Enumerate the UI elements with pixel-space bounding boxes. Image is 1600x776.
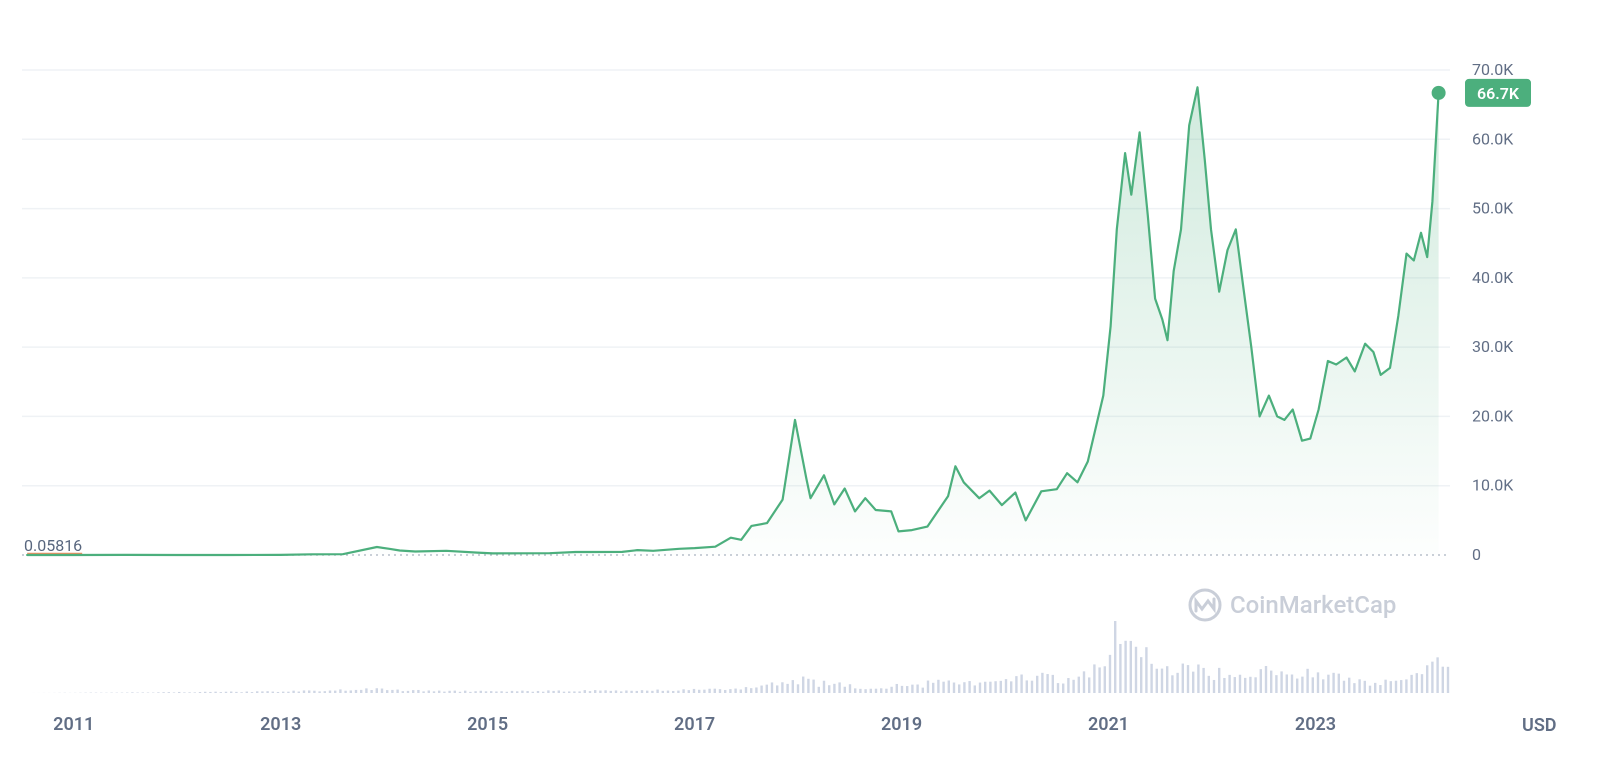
price-chart[interactable]: 0 10.0K 20.0K 30.0K 40.0K 50.0K 60.0K 70.0K 201… xyxy=(0,0,1600,776)
svg-text:0: 0 xyxy=(1472,545,1481,564)
svg-text:2023: 2023 xyxy=(1295,714,1336,735)
svg-text:20.0K: 20.0K xyxy=(1472,406,1514,425)
currency-label: USD xyxy=(1522,715,1557,736)
current-price-badge: 66.7K xyxy=(1465,79,1531,107)
x-axis-labels: 2011 2013 2015 2017 2019 2021 2023 xyxy=(53,714,1336,735)
svg-text:2019: 2019 xyxy=(881,714,922,735)
svg-text:50.0K: 50.0K xyxy=(1472,199,1514,218)
start-value-label: 0.05816 xyxy=(24,536,82,555)
svg-text:30.0K: 30.0K xyxy=(1472,337,1514,356)
svg-text:2015: 2015 xyxy=(467,714,508,735)
svg-text:10.0K: 10.0K xyxy=(1472,476,1514,495)
chart-svg: 0 10.0K 20.0K 30.0K 40.0K 50.0K 60.0K 70.0K 201… xyxy=(0,0,1600,776)
price-area xyxy=(27,87,1438,555)
svg-text:70.0K: 70.0K xyxy=(1472,60,1514,79)
volume-bars xyxy=(27,621,1449,693)
svg-text:40.0K: 40.0K xyxy=(1472,268,1514,287)
watermark: CoinMarketCap xyxy=(1190,590,1396,620)
svg-text:66.7K: 66.7K xyxy=(1477,84,1520,103)
svg-text:60.0K: 60.0K xyxy=(1472,129,1514,148)
y-axis-labels: 0 10.0K 20.0K 30.0K 40.0K 50.0K 60.0K 70.0K xyxy=(1472,60,1514,564)
current-price-marker xyxy=(1432,86,1446,100)
svg-text:2021: 2021 xyxy=(1088,714,1129,735)
svg-text:2011: 2011 xyxy=(53,714,94,735)
svg-text:CoinMarketCap: CoinMarketCap xyxy=(1230,591,1396,619)
svg-text:2017: 2017 xyxy=(674,714,715,735)
svg-text:2013: 2013 xyxy=(260,714,301,735)
